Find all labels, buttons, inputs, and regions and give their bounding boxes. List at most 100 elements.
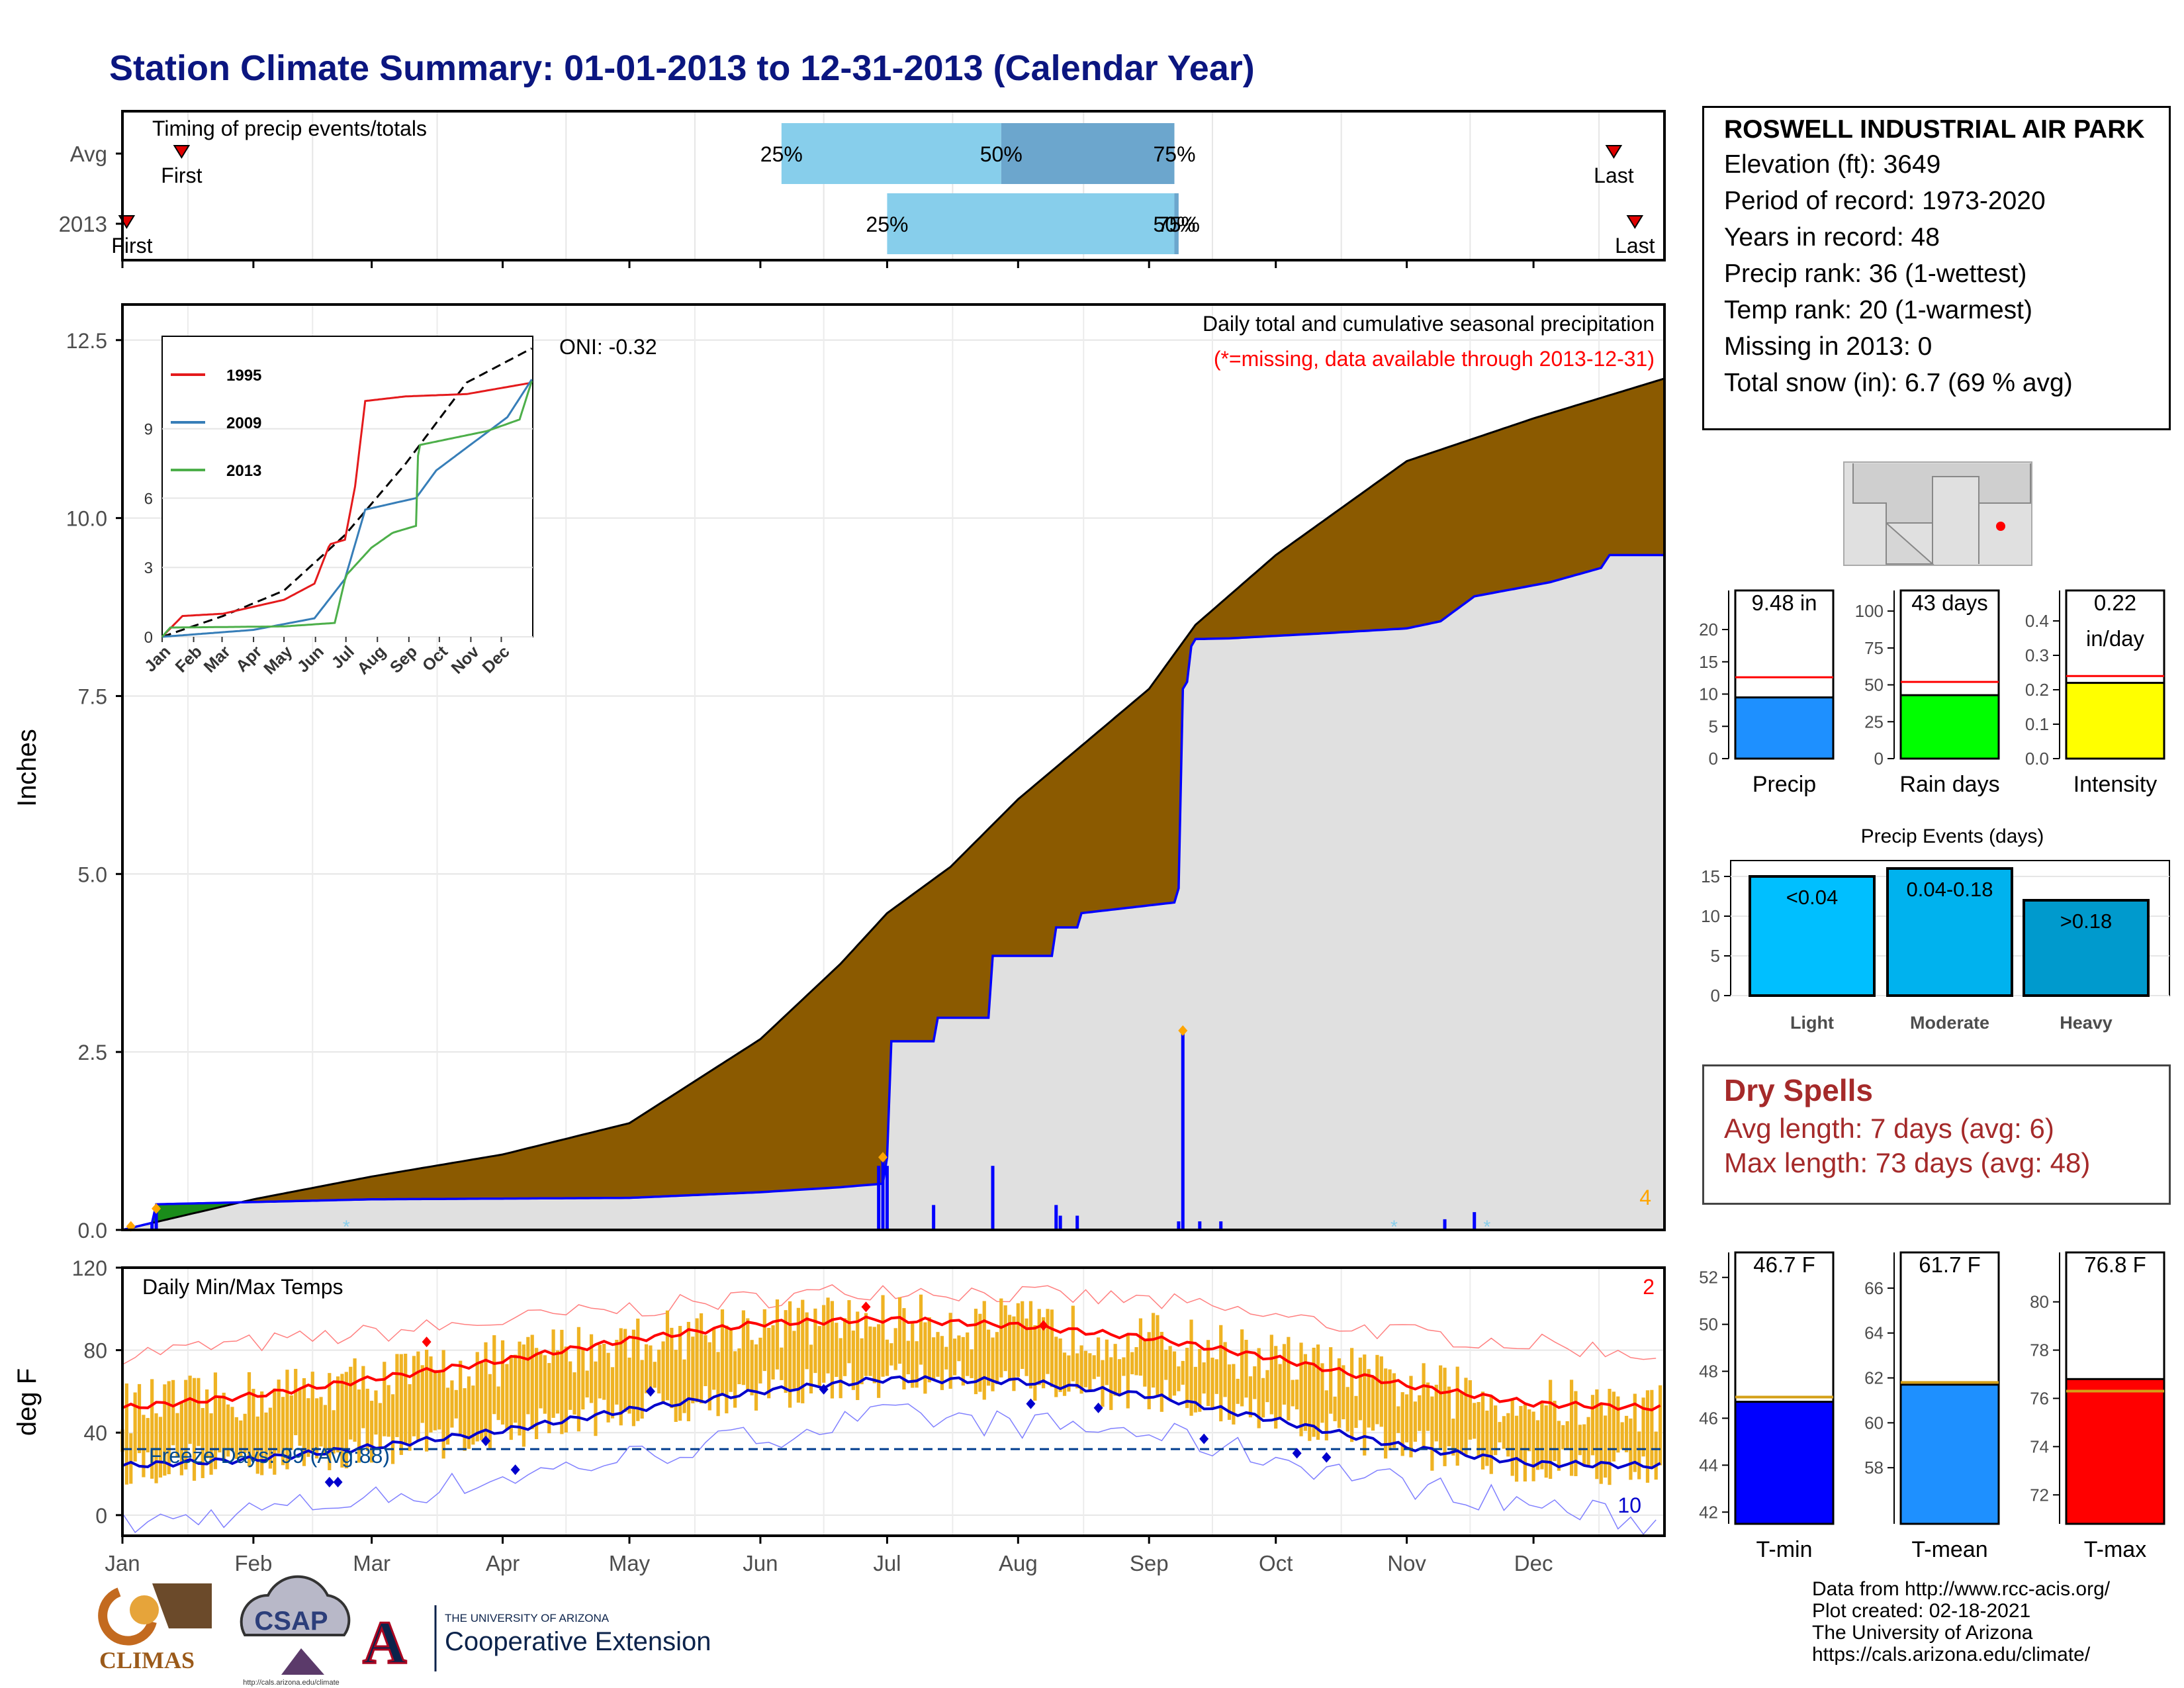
daily-temp-bar bbox=[1459, 1391, 1464, 1454]
daily-temp-bar bbox=[1535, 1420, 1540, 1470]
timing-row-label: Avg bbox=[70, 142, 107, 166]
daily-temp-bar bbox=[1392, 1373, 1396, 1448]
daily-temp-bar bbox=[1422, 1363, 1426, 1448]
quartile-50-label: 50% bbox=[1153, 212, 1195, 236]
summary-category-label: T-mean bbox=[1911, 1537, 1987, 1562]
events-title: Precip Events (days) bbox=[1861, 825, 2044, 847]
daily-temp-bar bbox=[1214, 1359, 1218, 1394]
daily-temp-bar bbox=[1244, 1340, 1248, 1398]
temp-x-tick-label: Apr bbox=[486, 1551, 520, 1575]
daily-temp-bar bbox=[408, 1384, 412, 1451]
record-min-line bbox=[122, 1403, 1657, 1535]
logos: CLIMAS CSAP http://cals.arizona.edu/clim… bbox=[98, 1575, 711, 1687]
daily-temp-bar bbox=[1455, 1366, 1459, 1466]
daily-temp-bar bbox=[1092, 1355, 1096, 1380]
daily-temp-bar bbox=[657, 1349, 661, 1393]
summary-y-tick-label: 0.2 bbox=[2025, 680, 2049, 700]
daily-temp-bar bbox=[631, 1329, 636, 1427]
daily-temp-bar bbox=[1557, 1421, 1561, 1471]
daily-temp-bar bbox=[1083, 1350, 1088, 1387]
daily-temp-bar bbox=[1117, 1359, 1122, 1397]
daily-temp-bar bbox=[404, 1354, 408, 1444]
daily-temp-bar bbox=[1439, 1365, 1443, 1448]
record-low-marker bbox=[645, 1385, 655, 1397]
daily-temp-bar bbox=[1101, 1360, 1105, 1407]
daily-temp-bar bbox=[691, 1336, 695, 1403]
daily-temp-bar bbox=[1354, 1395, 1358, 1429]
daily-temp-bar bbox=[492, 1335, 496, 1415]
daily-temp-bar bbox=[758, 1337, 762, 1383]
daily-temp-bar bbox=[1608, 1389, 1612, 1485]
daily-temp-bar bbox=[661, 1341, 665, 1404]
summary-y-tick-label: 0.1 bbox=[2025, 714, 2049, 734]
daily-temp-bar bbox=[1561, 1425, 1565, 1450]
snow-marker: * bbox=[1483, 1217, 1490, 1237]
daily-temp-bar bbox=[1223, 1342, 1227, 1397]
event-category-label: Heavy bbox=[2060, 1013, 2113, 1033]
daily-temp-bar bbox=[720, 1309, 725, 1396]
daily-temp-bar bbox=[1122, 1357, 1126, 1376]
daily-temp-bar bbox=[1295, 1380, 1299, 1410]
daily-temp-bar bbox=[306, 1398, 310, 1457]
csap-text: CSAP bbox=[254, 1607, 328, 1636]
summary-value-label: 61.7 F bbox=[1919, 1252, 1981, 1277]
daily-temp-bar bbox=[835, 1323, 839, 1378]
summary-value-label: 9.48 in bbox=[1751, 590, 1817, 615]
inset-legend-label: 2013 bbox=[226, 462, 261, 480]
daily-temp-bar bbox=[1595, 1389, 1599, 1479]
daily-temp-bar bbox=[1088, 1353, 1092, 1392]
daily-temp-bar bbox=[1409, 1376, 1413, 1458]
daily-temp-bar bbox=[670, 1327, 674, 1409]
summary-y-tick-label: 74 bbox=[2030, 1436, 2049, 1456]
record-low-marker bbox=[510, 1464, 520, 1476]
daily-precip-bar bbox=[154, 1211, 158, 1230]
daily-temp-bar bbox=[547, 1363, 551, 1434]
daily-temp-bar bbox=[801, 1299, 805, 1403]
daily-temp-bar bbox=[1033, 1325, 1037, 1401]
inset-frame bbox=[161, 336, 533, 637]
daily-temp-bar bbox=[1299, 1342, 1303, 1436]
daily-temp-bar bbox=[699, 1313, 704, 1404]
missing-note: (*=missing, data available through 2013-… bbox=[1214, 347, 1655, 371]
event-category-label: Light bbox=[1790, 1013, 1834, 1033]
credits: Data from http://www.rcc-acis.org/ Plot … bbox=[1812, 1578, 2110, 1665]
inset-legend-label: 1995 bbox=[226, 367, 261, 385]
page-title: Station Climate Summary: 01-01-2013 to 1… bbox=[109, 48, 1255, 88]
daily-temp-bar bbox=[555, 1350, 560, 1414]
cum-frame bbox=[121, 303, 1666, 1231]
daily-temp-bar bbox=[842, 1318, 847, 1376]
daily-temp-bar bbox=[1430, 1396, 1434, 1471]
daily-temp-bar bbox=[374, 1390, 378, 1435]
record-high-marker bbox=[1038, 1320, 1048, 1331]
summary-category-label: T-max bbox=[2084, 1537, 2146, 1562]
daily-temp-bar bbox=[323, 1405, 328, 1454]
daily-temp-bar bbox=[1544, 1405, 1548, 1478]
daily-temp-bar bbox=[294, 1368, 298, 1436]
record-low-marker bbox=[1322, 1452, 1332, 1463]
daily-temp-bar bbox=[936, 1332, 940, 1377]
daily-temp-bar bbox=[1058, 1338, 1062, 1392]
summary-value-label: 43 days bbox=[1911, 590, 1988, 615]
daily-temp-bar bbox=[480, 1362, 484, 1440]
daily-temp-bar bbox=[1168, 1346, 1172, 1401]
daily-temp-bar bbox=[1189, 1319, 1193, 1416]
timing-row-label: 2013 bbox=[59, 212, 107, 236]
daily-temp-bar bbox=[1126, 1333, 1130, 1409]
record-high-marker bbox=[861, 1301, 871, 1313]
summary-precip-bars: 0 5 10 15 20 9.48 in Precip 0 25 50 75 100 43 days Ra… bbox=[1699, 589, 2165, 797]
precip-events-bars: Precip Events (days) 0 5 10 15 <0.04 Light 0.04… bbox=[1701, 825, 2170, 1033]
daily-precip-bar bbox=[1443, 1219, 1447, 1230]
dry-spells-max: Max length: 73 days (avg: 48) bbox=[1724, 1147, 2091, 1178]
credit-url: https://cals.arizona.edu/climate/ bbox=[1812, 1644, 2091, 1665]
daily-temp-bar bbox=[184, 1380, 188, 1470]
event-bar bbox=[1749, 875, 1876, 997]
daily-temp-bar bbox=[310, 1372, 314, 1452]
daily-temp-bar bbox=[1012, 1316, 1016, 1391]
daily-temp-bar bbox=[610, 1367, 615, 1419]
daily-temp-bar bbox=[569, 1361, 572, 1410]
cum-y-tick-label: 5.0 bbox=[78, 863, 107, 886]
daily-temp-bar bbox=[1269, 1335, 1273, 1415]
daily-temp-bar bbox=[678, 1326, 682, 1421]
quartile-bar-high bbox=[1174, 193, 1179, 254]
summary-y-tick-label: 0 bbox=[1709, 749, 1718, 769]
